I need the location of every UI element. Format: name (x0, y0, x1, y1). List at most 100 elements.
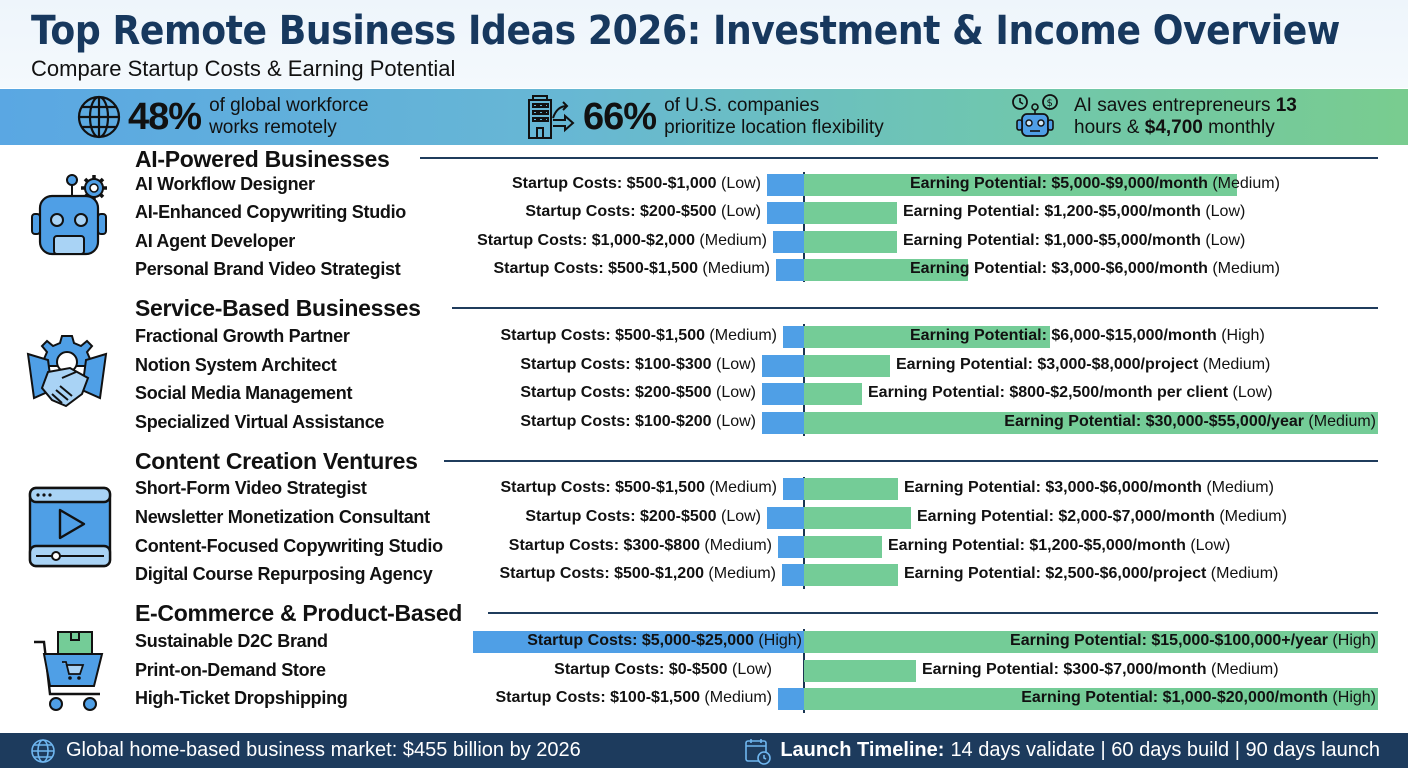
section-divider (444, 460, 1378, 462)
business-name: Personal Brand Video Strategist (135, 259, 401, 279)
stat-value: 48% (128, 95, 202, 138)
startup-cost-label: Startup Costs: $500-$1,500 (Medium) (500, 327, 777, 344)
handshake-gear-icon (26, 335, 108, 408)
startup-cost-bar (762, 383, 804, 405)
earning-potential-label: Earning Potential: $3,000-$6,000/month (… (904, 479, 1274, 496)
startup-cost-label: Startup Costs: $500-$1,500 (Medium) (500, 479, 777, 496)
startup-cost-bar (783, 326, 804, 348)
business-name: AI Workflow Designer (135, 174, 315, 194)
launch-timeline-note: Launch Timeline: 14 days validate | 60 d… (744, 733, 1380, 768)
stats-banner: 48% of global workforce works remotely 66… (0, 89, 1408, 145)
svg-text:$: $ (1047, 98, 1053, 109)
stat-remote-workforce: 48% of global workforce works remotely (76, 89, 369, 145)
stat-value: 66% (583, 95, 657, 138)
startup-cost-bar (762, 355, 804, 377)
earning-potential-bar (804, 174, 1237, 196)
stat-line2: works remotely (209, 117, 337, 138)
page-subtitle: Compare Startup Costs & Earning Potentia… (31, 56, 456, 81)
section-divider (420, 157, 1378, 159)
earning-potential-bar (804, 660, 916, 682)
startup-cost-bar (767, 174, 804, 196)
business-name: Content-Focused Copywriting Studio (135, 536, 443, 556)
business-name: Print-on-Demand Store (135, 660, 326, 680)
business-name: AI-Enhanced Copywriting Studio (135, 202, 406, 222)
startup-cost-label: Startup Costs: $200-$500 (Low) (520, 384, 756, 401)
header: Top Remote Business Ideas 2026: Investme… (0, 0, 1408, 88)
earning-potential-bar (804, 507, 911, 529)
startup-cost-bar (782, 564, 804, 586)
business-name: Social Media Management (135, 383, 353, 403)
globe-icon (77, 95, 121, 139)
startup-cost-bar (778, 536, 804, 558)
office-building-arrow-icon (528, 95, 575, 139)
earning-potential-label: Earning Potential: $3,000-$8,000/project… (896, 356, 1271, 373)
section-divider (488, 612, 1378, 614)
startup-cost-label: Startup Costs: $200-$500 (Low) (525, 508, 761, 525)
startup-cost-label: Startup Costs: $1,000-$2,000 (Medium) (477, 232, 767, 249)
startup-cost-bar (783, 478, 804, 500)
startup-cost-bar (773, 231, 804, 253)
section-title-content: Content Creation Ventures (135, 448, 418, 474)
earning-potential-bar (804, 231, 897, 253)
section-title-ecommerce: E-Commerce & Product-Based (135, 600, 463, 626)
earning-potential-label: Earning Potential: $800-$2,500/month per… (868, 384, 1273, 401)
startup-cost-bar (767, 507, 804, 529)
startup-cost-label: Startup Costs: $500-$1,000 (Low) (512, 175, 761, 192)
earning-potential-label: Earning Potential: $2,000-$7,000/month (… (917, 508, 1287, 525)
business-name: Notion System Architect (135, 355, 337, 375)
business-name: Newsletter Monetization Consultant (135, 507, 430, 527)
chart-axis (803, 324, 805, 436)
stat-line2: hours & $4,700 monthly (1074, 117, 1275, 138)
chart-axis (803, 172, 805, 282)
startup-cost-bar (762, 412, 804, 434)
earning-potential-label: Earning Potential: $1,000-$5,000/month (… (903, 232, 1246, 249)
earning-potential-bar (804, 478, 898, 500)
earning-potential-label: Earning Potential: $5,000-$9,000/month (… (910, 175, 1280, 192)
stat-line2: prioritize location flexibility (664, 117, 884, 138)
startup-cost-label: Startup Costs: $100-$200 (Low) (520, 413, 756, 430)
earning-potential-bar (804, 355, 890, 377)
startup-cost-bar (776, 259, 804, 281)
stat-line1: of global workforce (209, 95, 369, 116)
startup-cost-label: Startup Costs: $200-$500 (Low) (525, 203, 761, 220)
earning-potential-label: Earning Potential: $300-$7,000/month (Me… (922, 661, 1279, 678)
video-player-icon (28, 486, 112, 568)
earning-potential-bar (804, 326, 1050, 348)
shopping-cart-icon (34, 631, 104, 711)
business-name: Sustainable D2C Brand (135, 631, 328, 651)
startup-cost-label: Startup Costs: $100-$1,500 (Medium) (495, 689, 772, 706)
section-title-ai: AI-Powered Businesses (135, 146, 390, 172)
market-size-note: Global home-based business market: $455 … (30, 733, 581, 768)
startup-cost-bar (767, 202, 804, 224)
chart-axis (803, 477, 805, 589)
section-divider (452, 307, 1378, 309)
earning-potential-bar (804, 536, 882, 558)
page-title: Top Remote Business Ideas 2026: Investme… (31, 8, 1340, 54)
earning-potential-label: Earning Potential: $1,200-$5,000/month (… (888, 537, 1231, 554)
stat-location-flexibility: 66% of U.S. companies prioritize location… (525, 89, 884, 145)
earning-potential-label: Earning Potential: $15,000-$100,000+/yea… (1010, 632, 1376, 649)
earning-potential-bar (804, 202, 897, 224)
business-name: AI Agent Developer (135, 231, 295, 251)
business-name: Specialized Virtual Assistance (135, 412, 385, 432)
earning-potential-bar (804, 383, 862, 405)
startup-cost-label: Startup Costs: $500-$1,200 (Medium) (499, 565, 776, 582)
footer-bar: Global home-based business market: $455 … (0, 733, 1408, 768)
startup-cost-label: Startup Costs: $5,000-$25,000 (High) (527, 632, 802, 649)
startup-cost-bar (473, 631, 804, 653)
startup-cost-label: Startup Costs: $100-$300 (Low) (520, 356, 756, 373)
earning-potential-label: Earning Potential: $1,000-$20,000/month … (1021, 689, 1376, 706)
startup-cost-label: Startup Costs: $500-$1,500 (Medium) (493, 260, 770, 277)
startup-cost-bar (778, 688, 804, 710)
earning-potential-bar (804, 564, 898, 586)
earning-potential-label: Earning Potential: $3,000-$6,000/month (… (910, 260, 1280, 277)
startup-cost-label: Startup Costs: $300-$800 (Medium) (508, 537, 772, 554)
stat-line1: of U.S. companies (664, 95, 820, 116)
business-name: Short-Form Video Strategist (135, 478, 367, 498)
startup-cost-label: Startup Costs: $0-$500 (Low) (554, 661, 772, 678)
robot-gear-icon (31, 174, 107, 256)
calendar-clock-icon (745, 738, 772, 765)
business-name: Digital Course Repurposing Agency (135, 564, 433, 584)
earning-potential-label: Earning Potential: $1,200-$5,000/month (… (903, 203, 1246, 220)
globe-icon (31, 738, 55, 763)
